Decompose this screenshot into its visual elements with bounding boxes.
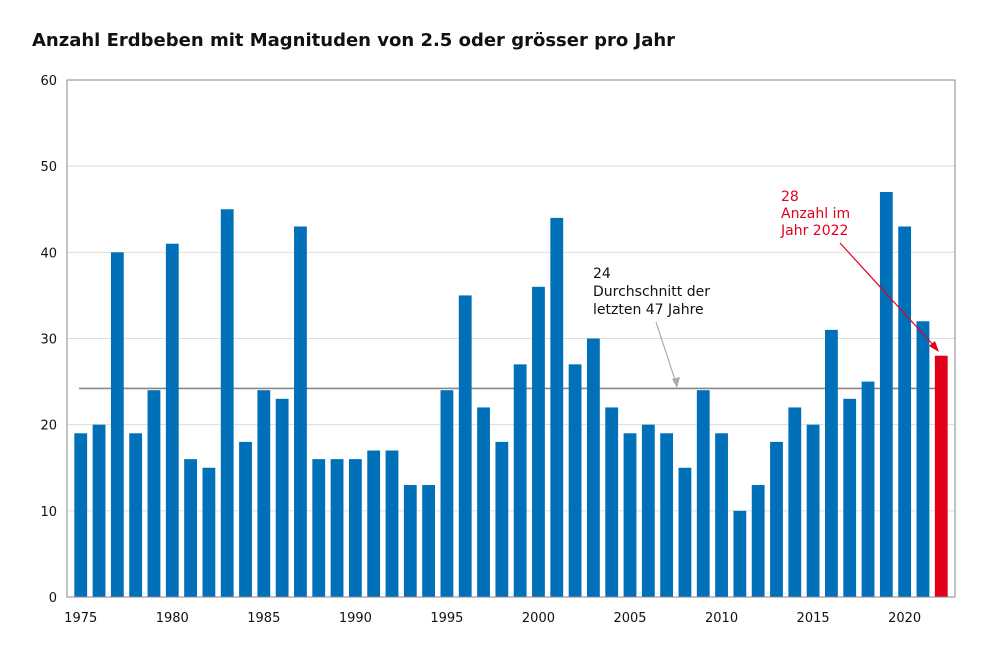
x-tick-label: 2000 [522, 611, 555, 626]
bar-2004 [605, 407, 619, 597]
y-tick-label: 60 [40, 74, 57, 89]
bar-2009 [696, 390, 710, 597]
bar-2011 [733, 510, 747, 597]
average-annotation: 24 Durchschnitt der letzten 47 Jahre [593, 266, 714, 388]
svg-text:24 Durchschnitt der: 24 Durchschnitt der letzten 47 Jahre [593, 266, 714, 318]
y-tick-label: 20 [40, 419, 57, 434]
bar-1975 [74, 433, 88, 597]
svg-text:28 Anzahl im Jahr: 28 Anzahl im Jahr 2022 [780, 189, 855, 239]
plot-frame [66, 79, 956, 598]
average-annotation-arrow [655, 321, 678, 387]
bar-2020 [898, 226, 912, 597]
bar-2003 [586, 338, 600, 597]
bar-1987 [294, 226, 307, 597]
bar-2018 [861, 381, 875, 597]
x-axis-ticks: 1975 1980 1985 1990 1995 2000 2005 2010 2015 2020 [64, 611, 921, 626]
bar-2000 [532, 286, 545, 597]
bar-1990 [348, 459, 362, 597]
bar-1988 [312, 459, 326, 597]
bar-1986 [275, 398, 289, 597]
bar-2008 [678, 467, 692, 597]
bar-1980 [165, 243, 179, 597]
y-tick-label: 0 [49, 591, 57, 606]
bar-1976 [92, 424, 106, 597]
bar-1998 [495, 441, 509, 597]
x-tick-label: 1990 [339, 611, 372, 626]
bar-2015 [806, 424, 820, 597]
average-annotation-value: 24 [593, 266, 611, 282]
bar-1984 [239, 441, 252, 597]
average-annotation-arrowhead [672, 377, 680, 388]
bar-1983 [220, 209, 234, 597]
current-annotation-line2: Jahr 2022 [780, 223, 848, 239]
x-tick-label: 2010 [705, 611, 738, 626]
bar-2006 [641, 424, 655, 597]
y-axis-ticks: 0 10 20 30 40 50 60 [40, 74, 57, 606]
bar-2022 [934, 355, 948, 597]
bar-1992 [385, 450, 399, 597]
y-tick-label: 40 [40, 246, 57, 261]
x-tick-label: 2020 [888, 611, 921, 626]
bar-2017 [843, 398, 857, 597]
bar-1982 [202, 467, 216, 597]
x-tick-label: 1980 [156, 611, 189, 626]
bar-2013 [770, 441, 783, 597]
average-annotation-line2: letzten 47 Jahre [593, 302, 704, 318]
bar-2007 [660, 433, 674, 597]
bar-1991 [367, 450, 381, 597]
bar-1993 [403, 484, 417, 597]
x-tick-label: 1975 [64, 611, 97, 626]
x-tick-label: 2005 [613, 611, 646, 626]
bar-1985 [257, 390, 271, 597]
x-tick-label: 1985 [247, 611, 280, 626]
bar-1981 [184, 459, 197, 597]
chart-title: Anzahl Erdbeben mit Magnituden von 2.5 o… [32, 30, 676, 51]
current-annotation-line1: Anzahl im [781, 206, 850, 222]
bar-1997 [477, 407, 490, 597]
bar-2012 [751, 484, 765, 597]
y-tick-label: 50 [40, 160, 57, 175]
bar-1994 [422, 484, 436, 597]
bar-2014 [788, 407, 802, 597]
bar-1979 [147, 390, 161, 597]
bar-2001 [550, 217, 564, 597]
bar-2016 [825, 329, 838, 597]
bar-2021 [916, 321, 930, 597]
average-annotation-line1: Durchschnitt der [593, 284, 710, 300]
current-annotation-arrowhead [929, 341, 939, 352]
y-tick-label: 10 [40, 505, 57, 520]
bar-2019 [879, 192, 893, 597]
x-tick-label: 1995 [430, 611, 463, 626]
bars [74, 192, 948, 598]
bar-2002 [568, 364, 582, 597]
x-tick-label: 2015 [797, 611, 830, 626]
bar-2005 [623, 433, 637, 597]
bar-2010 [715, 433, 728, 597]
bar-1996 [458, 295, 472, 597]
y-tick-label: 30 [40, 333, 57, 348]
bar-1989 [330, 459, 344, 597]
current-annotation-arrow [839, 242, 937, 349]
bar-1977 [110, 252, 124, 598]
current-annotation: 28 Anzahl im Jahr 2022 [780, 189, 939, 352]
bar-1999 [513, 364, 527, 597]
bar-1995 [440, 390, 454, 597]
bar-1978 [129, 433, 143, 597]
current-annotation-value: 28 [781, 189, 799, 205]
